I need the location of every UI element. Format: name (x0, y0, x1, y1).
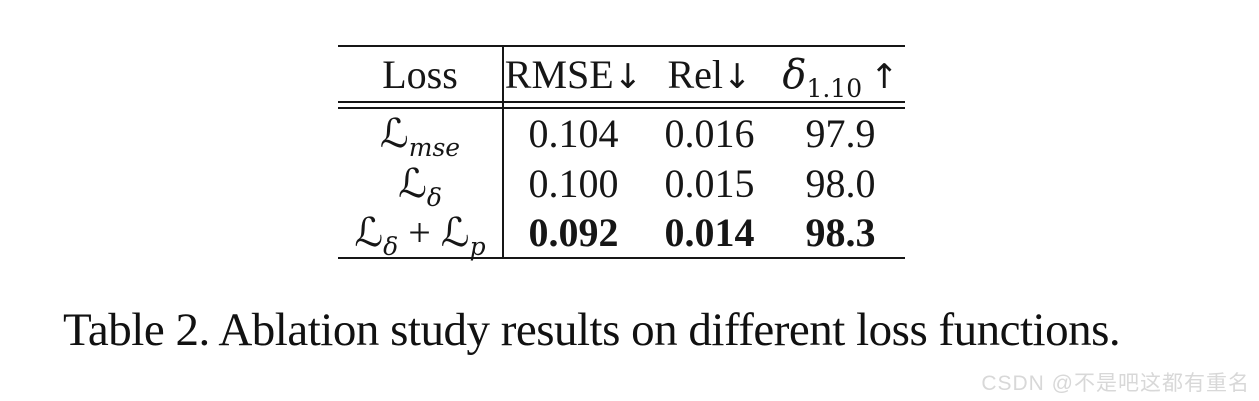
header-cell-rel: Rel↓ (643, 46, 776, 103)
rmse-value: 0.104 (528, 111, 619, 156)
watermark: CSDN @不是吧这都有重名 (981, 372, 1250, 395)
row-label-mse: ℒmse (338, 108, 504, 162)
header-rmse-label: RMSE (504, 51, 614, 97)
table-row-delta: ℒδ 0.100 0.015 98.0 (338, 158, 905, 212)
delta-value: 98.3 (805, 210, 876, 255)
table-row-delta-plus-p: ℒδ + ℒp 0.092 0.014 98.3 (338, 208, 905, 261)
row-label-delta: ℒδ (338, 158, 504, 212)
rel-value: 0.016 (664, 111, 755, 156)
double-rule-spacer (338, 102, 905, 109)
delta-symbol: δ (782, 51, 807, 98)
header-cell-loss: Loss (338, 46, 504, 103)
header-cell-delta: δ1.10 ↑ (776, 46, 905, 103)
header-rel-label: Rel (667, 51, 724, 97)
delta-value: 97.9 (805, 111, 876, 156)
delta-value: 98.0 (805, 160, 876, 206)
rel-value: 0.014 (664, 210, 755, 255)
ablation-table: Loss RMSE↓ Rel↓ δ1.10 ↑ ℒmse (338, 45, 905, 261)
header-cell-rmse: RMSE↓ (503, 46, 643, 103)
header-loss-label: Loss (382, 51, 458, 97)
up-arrow-icon: ↑ (870, 56, 899, 97)
down-arrow-icon: ↓ (613, 56, 643, 97)
rmse-value: 0.100 (528, 160, 619, 206)
row-label-delta-plus-p: ℒδ + ℒp (338, 208, 504, 261)
rel-value: 0.015 (664, 160, 755, 206)
table-caption: Table 2. Ablation study results on diffe… (63, 304, 1121, 356)
rmse-value: 0.092 (528, 210, 619, 255)
delta-threshold-subscript: 1.10 (806, 73, 863, 103)
down-arrow-icon: ↓ (723, 56, 752, 97)
table-row-mse: ℒmse 0.104 0.016 97.9 (338, 108, 905, 162)
table-header-row: Loss RMSE↓ Rel↓ δ1.10 ↑ (338, 46, 905, 103)
